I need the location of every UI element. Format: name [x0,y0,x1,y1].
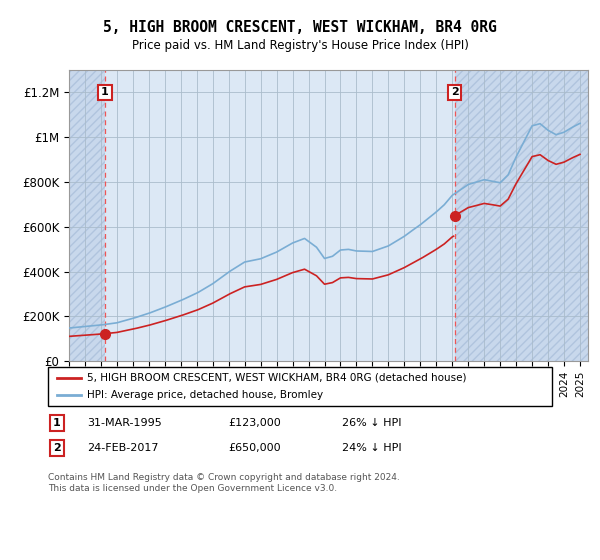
Bar [455,70,588,361]
Text: 1: 1 [101,87,109,97]
Text: Contains HM Land Registry data © Crown copyright and database right 2024.
This d: Contains HM Land Registry data © Crown c… [48,473,400,493]
Bar [69,70,105,361]
Text: £123,000: £123,000 [228,418,281,428]
Text: HPI: Average price, detached house, Bromley: HPI: Average price, detached house, Brom… [87,390,323,400]
Text: 31-MAR-1995: 31-MAR-1995 [87,418,162,428]
Text: 24% ↓ HPI: 24% ↓ HPI [342,443,401,453]
Text: 1: 1 [53,418,61,428]
Text: Price paid vs. HM Land Registry's House Price Index (HPI): Price paid vs. HM Land Registry's House … [131,39,469,52]
Text: £650,000: £650,000 [228,443,281,453]
Text: 2: 2 [53,443,61,453]
Text: 5, HIGH BROOM CRESCENT, WEST WICKHAM, BR4 0RG: 5, HIGH BROOM CRESCENT, WEST WICKHAM, BR… [103,20,497,35]
Text: 5, HIGH BROOM CRESCENT, WEST WICKHAM, BR4 0RG (detached house): 5, HIGH BROOM CRESCENT, WEST WICKHAM, BR… [87,373,467,383]
Text: 2: 2 [451,87,458,97]
Text: 24-FEB-2017: 24-FEB-2017 [87,443,158,453]
Text: 26% ↓ HPI: 26% ↓ HPI [342,418,401,428]
